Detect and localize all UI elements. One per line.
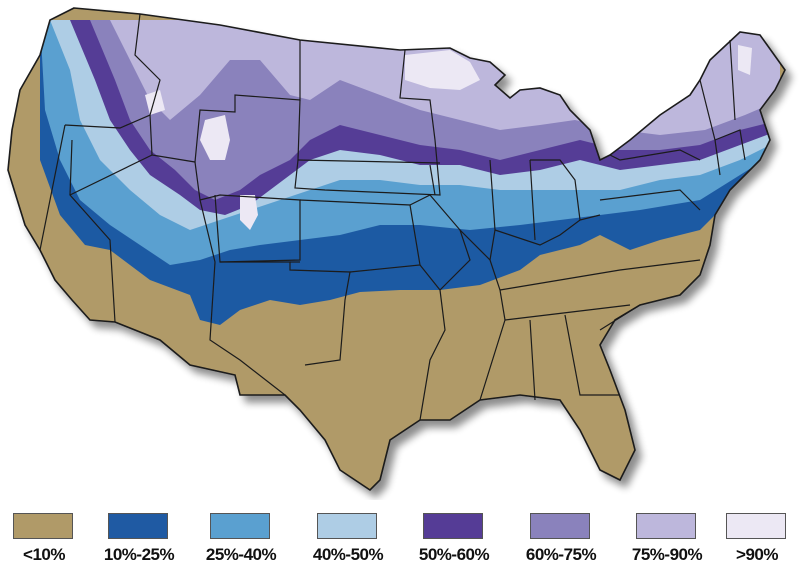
snow-probability-map bbox=[7, 7, 786, 491]
legend: <10% 10%-25% 25%-40% 40%-50% 50%-60% 60%… bbox=[0, 505, 800, 574]
legend-swatch bbox=[530, 513, 590, 539]
legend-swatch bbox=[423, 513, 483, 539]
legend-item-10-25: 10%-25% bbox=[104, 505, 198, 574]
legend-label: <10% bbox=[23, 545, 65, 564]
band-over-90-me bbox=[738, 45, 752, 75]
legend-item-50-60: 50%-60% bbox=[419, 505, 513, 574]
us-map-group bbox=[7, 7, 786, 491]
band-over-90-co bbox=[240, 195, 258, 230]
legend-label: 10%-25% bbox=[103, 545, 175, 564]
legend-label: 60%-75% bbox=[525, 545, 597, 564]
legend-label: 75%-90% bbox=[631, 545, 703, 564]
legend-swatch bbox=[108, 513, 168, 539]
legend-swatch bbox=[726, 513, 786, 539]
legend-item-under-10: <10% bbox=[13, 505, 103, 574]
band-over-90-id bbox=[145, 90, 165, 115]
legend-swatch bbox=[636, 513, 696, 539]
legend-label: 40%-50% bbox=[312, 545, 384, 564]
band-over-90-mn bbox=[405, 50, 480, 90]
legend-item-40-50: 40%-50% bbox=[313, 505, 407, 574]
legend-swatch bbox=[317, 513, 377, 539]
legend-label: 50%-60% bbox=[418, 545, 490, 564]
legend-label: 25%-40% bbox=[205, 545, 277, 564]
state-borders bbox=[7, 7, 786, 491]
legend-swatch bbox=[210, 513, 270, 539]
legend-item-25-40: 25%-40% bbox=[206, 505, 300, 574]
legend-item-over-90: >90% bbox=[726, 505, 800, 574]
legend-item-75-90: 75%-90% bbox=[632, 505, 726, 574]
legend-swatch bbox=[13, 513, 73, 539]
legend-label: >90% bbox=[736, 545, 778, 564]
legend-item-60-75: 60%-75% bbox=[526, 505, 620, 574]
band-over-90-wy bbox=[200, 115, 230, 160]
